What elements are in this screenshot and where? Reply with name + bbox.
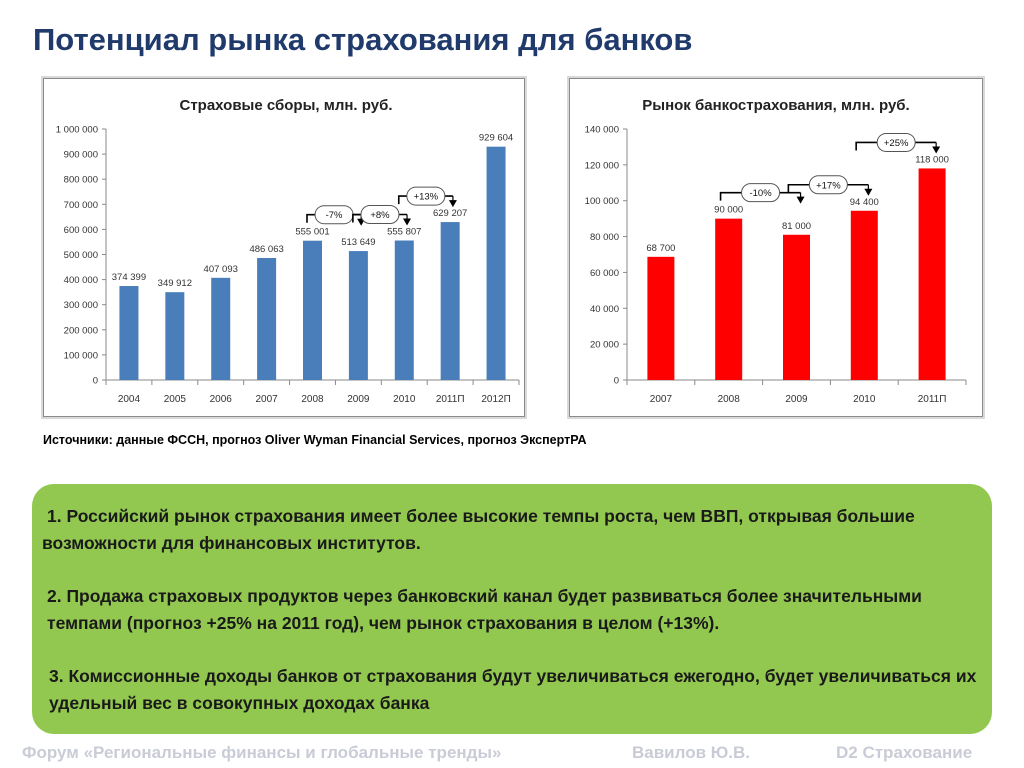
growth-arrow-head: [864, 188, 873, 196]
y-tick-label: 0: [614, 376, 619, 387]
y-tick-label: 100 000: [585, 196, 619, 207]
bancassurance-chart-svg: Рынок банкострахования, млн. руб. 0 20 000…: [585, 97, 967, 405]
y-tick-label: 400 000: [64, 275, 98, 286]
growth-bubble: [406, 186, 446, 206]
data-label: 555 001: [295, 227, 329, 238]
data-label: 407 093: [204, 264, 238, 275]
x-tick-label: 2009: [347, 394, 370, 405]
y-tick-label: 700 000: [64, 200, 98, 211]
y-tick-label: 600 000: [64, 225, 98, 236]
growth-arrow-head: [403, 218, 412, 226]
y-tick-label: 500 000: [64, 250, 98, 261]
bar-2006: [211, 277, 231, 380]
data-label: 81 000: [782, 221, 811, 232]
footer-section: D2 Страхование: [836, 743, 973, 762]
y-tick-label: 20 000: [590, 340, 619, 351]
key-point-3: 3. Комиссионные доходы банков от страхов…: [49, 666, 977, 713]
growth-bubble: [360, 204, 400, 224]
x-tick-label: 2012П: [481, 394, 510, 405]
x-tick-label: 2010: [393, 394, 416, 405]
y-tick-label: 40 000: [590, 304, 619, 315]
bancassurance-chart: Рынок банкострахования, млн. руб. 0 20 000…: [569, 78, 983, 417]
y-tick-label: 900 000: [64, 150, 98, 161]
x-tick-label: 2011П: [918, 394, 947, 405]
data-label: 629 207: [433, 208, 467, 219]
bar-2008: [715, 218, 743, 380]
key-point-1: 1. Российский рынок страхования имеет бо…: [42, 506, 915, 553]
bar-2012П: [486, 146, 506, 380]
data-label: 94 400: [850, 197, 879, 208]
growth-arrow-head: [448, 200, 457, 208]
data-label: 118 000: [915, 154, 949, 165]
bar-2009: [348, 251, 368, 380]
data-label: 929 604: [479, 133, 513, 144]
growth-arrow-head: [932, 146, 941, 154]
growth-bubble: [808, 175, 848, 195]
bar-2011П: [440, 222, 460, 380]
x-tick-label: 2005: [164, 394, 187, 405]
x-tick-label: 2007: [255, 394, 278, 405]
footer-forum: Форум «Региональные финансы и глобальные…: [22, 743, 502, 762]
x-tick-label: 2011П: [436, 394, 465, 405]
x-tick-label: 2009: [785, 394, 808, 405]
bar-2010: [394, 240, 414, 380]
growth-bubble: [876, 132, 916, 152]
growth-arrow-head: [796, 196, 805, 204]
x-tick-label: 2010: [853, 394, 876, 405]
y-tick-label: 60 000: [590, 268, 619, 279]
y-tick-label: 100 000: [64, 350, 98, 361]
growth-bubble: [741, 183, 781, 203]
growth-label: +17%: [816, 180, 841, 191]
y-tick-label: 800 000: [64, 175, 98, 186]
x-tick-label: 2004: [118, 394, 141, 405]
insurance-fees-chart-svg: Страховые сборы, млн. руб. 0 100 000 200 00…: [56, 97, 520, 405]
bar-2007: [257, 257, 277, 380]
growth-label: +25%: [884, 138, 909, 149]
bar-2011П: [918, 168, 946, 380]
key-point-2: 2. Продажа страховых продуктов через бан…: [47, 586, 922, 633]
growth-label: +8%: [370, 210, 390, 221]
data-label: 90 000: [714, 205, 743, 216]
data-label: 513 649: [341, 237, 375, 248]
data-label: 555 807: [387, 226, 421, 237]
y-tick-label: 140 000: [585, 125, 619, 136]
footer-author: Вавилов Ю.В.: [632, 743, 751, 762]
x-tick-label: 2007: [650, 394, 673, 405]
growth-label: -7%: [326, 210, 343, 221]
data-label: 374 399: [112, 272, 146, 283]
y-tick-label: 120 000: [585, 160, 619, 171]
bar-2008: [303, 240, 322, 380]
x-tick-label: 2008: [718, 394, 741, 405]
y-tick-label: 300 000: [64, 300, 98, 311]
bar-2009: [783, 234, 810, 380]
page-title: Потенциал рынка страхования для банков: [33, 22, 693, 57]
bar-2005: [165, 292, 185, 380]
key-points-panel: [32, 484, 992, 734]
chart-title: Страховые сборы, млн. руб.: [180, 97, 393, 114]
growth-label: +13%: [414, 192, 439, 203]
y-tick-label: 80 000: [590, 232, 619, 243]
bar-2007: [647, 256, 675, 380]
data-label: 349 912: [158, 278, 192, 289]
y-tick-label: 1 000 000: [56, 125, 98, 136]
chart-title: Рынок банкострахования, млн. руб.: [642, 97, 909, 114]
x-tick-label: 2008: [301, 394, 324, 405]
growth-label: -10%: [749, 188, 772, 199]
y-tick-label: 0: [93, 376, 98, 387]
sources-note: Источники: данные ФССН, прогноз Oliver W…: [43, 433, 587, 447]
bar-2010: [850, 210, 878, 380]
insurance-fees-chart: Страховые сборы, млн. руб. 0 100 000 200 00…: [43, 78, 525, 417]
data-label: 486 063: [249, 244, 283, 255]
y-tick-label: 200 000: [64, 325, 98, 336]
bar-2004: [119, 286, 139, 380]
data-label: 68 700: [646, 243, 675, 254]
x-tick-label: 2006: [210, 394, 233, 405]
